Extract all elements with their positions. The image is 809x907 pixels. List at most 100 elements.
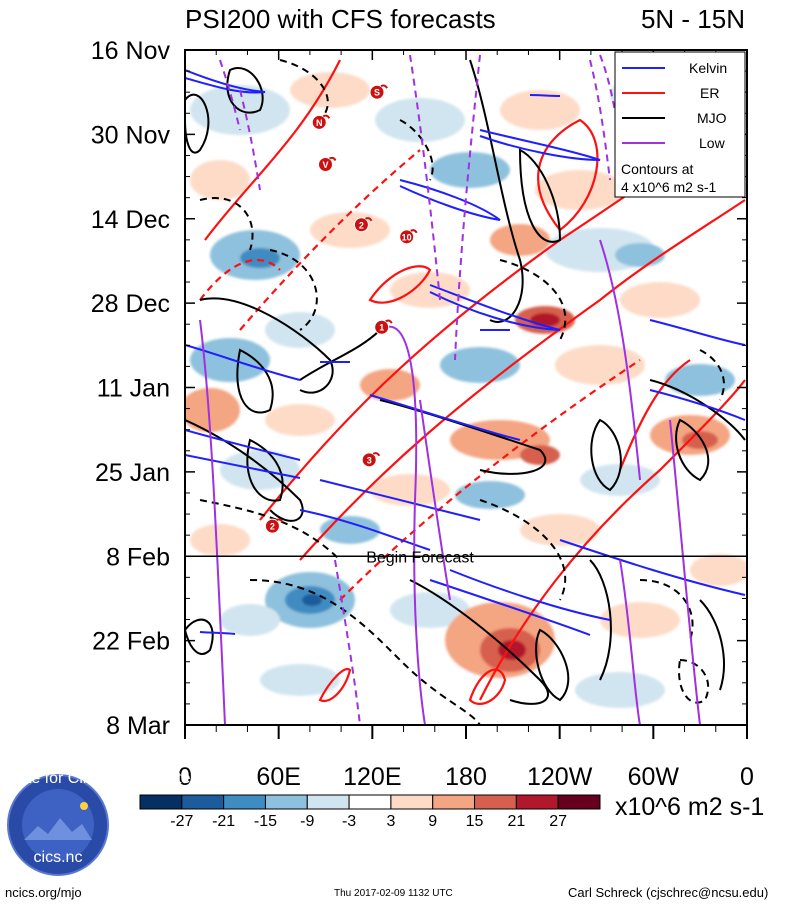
storm-marker-label: 10 xyxy=(402,232,412,242)
begin-forecast-label: Begin Forecast xyxy=(366,549,474,566)
storm-marker-label: V xyxy=(322,160,328,170)
y-tick-label: 11 Jan xyxy=(97,375,170,403)
logo-sun xyxy=(80,802,88,810)
x-axis: 0 60E 120E 180 120W 60W 0 xyxy=(178,50,754,791)
y-tick-label: 30 Nov xyxy=(91,121,171,149)
colorbar-units: x10^6 m2 s-1 xyxy=(615,793,764,821)
cics-logo: Cooperative Institute for Climate and Sa… xyxy=(0,770,223,876)
storm-marker-circle xyxy=(318,157,333,173)
storm-marker-label: 2 xyxy=(270,522,275,532)
y-tick-label: 16 Nov xyxy=(91,37,171,65)
kelvin-contours xyxy=(185,69,746,636)
colorbar-level-label: 15 xyxy=(466,813,484,830)
storm-marker-tail xyxy=(329,156,337,162)
colorbar-level-label: -21 xyxy=(212,813,235,830)
storm-marker-tail xyxy=(410,229,418,234)
colorbar-swatch xyxy=(557,794,601,810)
storm-marker-circle xyxy=(311,114,327,130)
colorbar-level-label: 9 xyxy=(428,813,437,830)
y-tick-label: 14 Dec xyxy=(91,206,170,234)
storm-marker-circle xyxy=(374,319,390,335)
storm-marker-label: N xyxy=(316,118,323,128)
colorbar-swatch xyxy=(264,794,308,810)
colorbar-level-label: 21 xyxy=(507,813,525,830)
storm-marker-circle xyxy=(353,217,369,233)
storm-marker-label: 1 xyxy=(379,323,384,333)
legend-er-label: ER xyxy=(700,85,719,101)
colorbar-swatch xyxy=(223,794,266,810)
storm-marker: 2 xyxy=(353,217,373,233)
chart-region: 5N - 15N xyxy=(641,4,745,34)
colorbar-level-label: -9 xyxy=(300,813,314,830)
low-dashed-contours xyxy=(219,54,621,725)
legend-kelvin-label: Kelvin xyxy=(689,60,727,76)
colorbar-swatch xyxy=(139,794,183,810)
storm-marker-circle xyxy=(264,518,280,534)
legend-box xyxy=(614,51,746,198)
colorbar-swatch xyxy=(390,794,434,810)
storm-marker: V xyxy=(318,156,337,173)
colorbar-level-label: -27 xyxy=(170,813,193,830)
storm-marker: S xyxy=(369,84,388,100)
colorbar-swatch xyxy=(306,794,350,810)
storm-marker-tail xyxy=(275,518,284,523)
x-tick-label: 120E xyxy=(343,763,401,791)
y-tick-label: 8 Feb xyxy=(106,543,170,571)
y-tick-label: 25 Jan xyxy=(95,459,170,487)
storm-marker-tail xyxy=(322,114,331,119)
storm-marker-circle xyxy=(369,84,385,100)
x-tick-label: 60W xyxy=(628,763,680,791)
storm-markers: S N V 2 10 1 3 2 xyxy=(264,84,418,534)
anomaly-shading xyxy=(185,72,747,708)
storm-marker-circle xyxy=(399,229,415,245)
storm-marker: 2 xyxy=(264,518,284,534)
footer-website[interactable]: ncics.org/mjo xyxy=(5,885,82,900)
mjo-contours xyxy=(185,59,746,705)
storm-marker: 1 xyxy=(374,319,393,335)
storm-marker: 3 xyxy=(361,452,381,468)
colorbar-swatch xyxy=(432,794,476,810)
storm-marker-label: 3 xyxy=(367,455,372,465)
storm-marker: N xyxy=(311,114,331,130)
y-tick-label: 22 Feb xyxy=(92,628,170,656)
colorbar-swatch xyxy=(181,794,225,810)
colorbar: -27 -21 -15 -9 -3 3 9 15 21 27 xyxy=(139,794,601,830)
logo-mountains xyxy=(24,818,92,840)
colorbar-level-label: -3 xyxy=(342,813,356,830)
x-tick-label: 0 xyxy=(740,763,754,791)
plot-area: S N V 2 10 1 3 2 Begin Forecast 16 Nov 30 Nov 14 … xyxy=(91,37,754,791)
colorbar-level-label: -15 xyxy=(254,813,277,830)
x-tick-label: 120W xyxy=(527,763,593,791)
storm-marker-label: 2 xyxy=(359,220,364,230)
colorbar-level-label: 3 xyxy=(386,813,395,830)
legend-note-line1: Contours at xyxy=(621,161,693,177)
storm-marker-label: S xyxy=(374,88,380,98)
chart-title: PSI200 with CFS forecasts xyxy=(185,4,496,34)
low-contours xyxy=(199,239,701,725)
y-axis: 16 Nov 30 Nov 14 Dec 28 Dec 11 Jan 25 Jan 8 Fe… xyxy=(91,37,747,740)
colorbar-swatch xyxy=(474,794,517,810)
storm-marker-tail xyxy=(364,217,373,222)
storm-marker-tail xyxy=(385,319,393,324)
x-tick-label: 60E xyxy=(256,763,300,791)
footer-author: Carl Schreck (cjschrec@ncsu.edu) xyxy=(568,885,769,900)
legend: Kelvin ER MJO Low Contours at 4 x10^6 m2… xyxy=(614,51,746,198)
footer-timestamp: Thu 2017-02-09 1132 UTC xyxy=(334,888,453,899)
colorbar-swatch xyxy=(348,794,392,810)
logo-text: cics.nc xyxy=(34,849,83,866)
colorbar-level-label: 27 xyxy=(549,813,567,830)
storm-marker-tail xyxy=(380,84,388,89)
legend-low-label: Low xyxy=(699,135,726,151)
colorbar-swatch xyxy=(515,794,559,810)
x-tick-label: 180 xyxy=(445,763,487,791)
legend-note-line2: 4 x10^6 m2 s-1 xyxy=(621,179,716,195)
legend-mjo-label: MJO xyxy=(697,110,727,126)
storm-marker: 10 xyxy=(399,229,418,245)
x-tick-label: 0 xyxy=(178,763,192,791)
y-tick-label: 8 Mar xyxy=(106,712,170,740)
y-tick-label: 28 Dec xyxy=(91,290,170,318)
storm-marker-circle xyxy=(361,452,377,468)
storm-marker-tail xyxy=(372,452,381,457)
logo-ring-text: Cooperative Institute for Climate and Sa… xyxy=(0,770,223,787)
